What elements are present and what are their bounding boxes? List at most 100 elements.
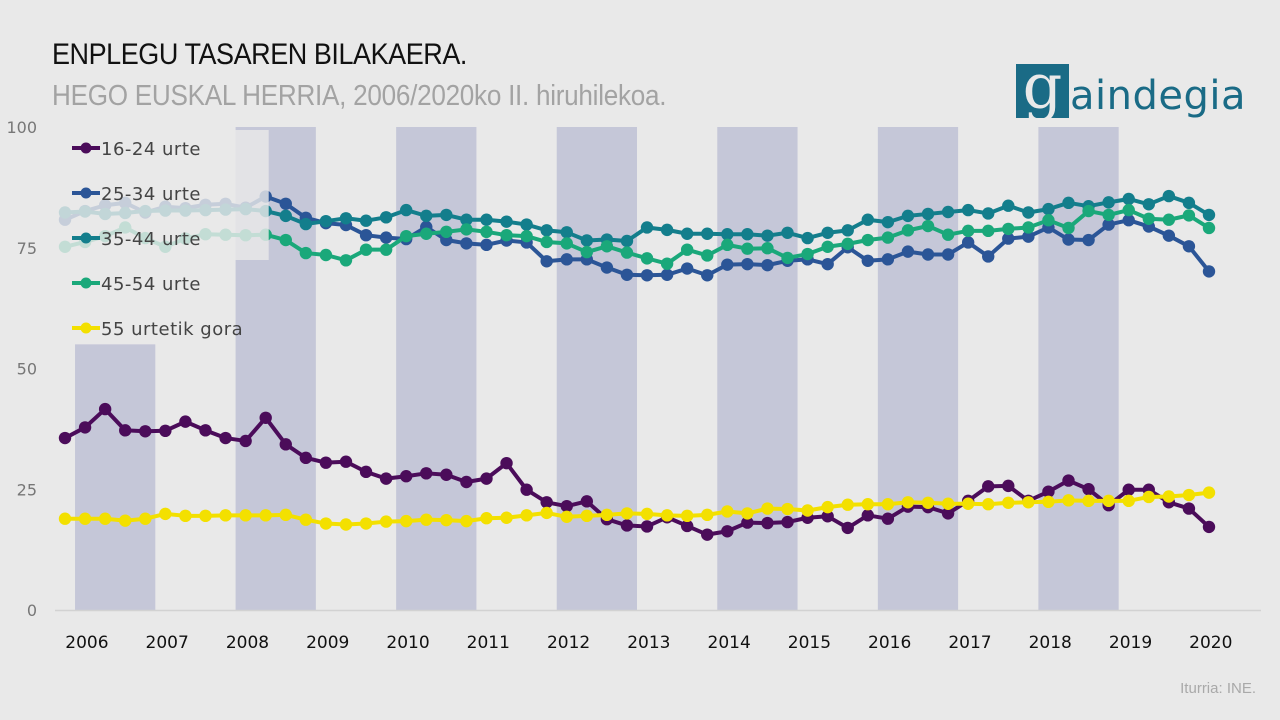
data-point <box>279 209 292 223</box>
data-point <box>1002 479 1015 493</box>
data-point <box>620 268 634 281</box>
data-point <box>379 515 393 528</box>
data-point <box>660 223 674 237</box>
data-point <box>1022 496 1035 509</box>
data-point <box>1062 196 1075 210</box>
legend-label: 25-34 urte <box>101 184 201 205</box>
data-point <box>159 507 172 521</box>
data-point <box>379 472 393 485</box>
x-tick-label: 2007 <box>146 633 189 653</box>
data-point <box>640 252 654 265</box>
data-point <box>761 516 774 530</box>
data-point <box>139 512 152 525</box>
legend-swatch-marker <box>80 187 92 199</box>
legend-label: 35-44 urte <box>101 229 201 250</box>
data-point <box>1042 202 1055 216</box>
data-point <box>1102 196 1115 209</box>
data-point <box>540 235 553 249</box>
data-point <box>600 508 614 522</box>
data-point <box>861 254 874 267</box>
data-point <box>1062 221 1075 235</box>
data-point <box>841 237 854 251</box>
data-point <box>1182 502 1196 515</box>
series-55-urtetik-gora <box>58 486 1216 531</box>
data-point <box>259 411 272 424</box>
data-point <box>500 228 513 242</box>
data-point <box>420 513 433 526</box>
data-point <box>520 483 533 496</box>
logo-initial: g <box>1016 64 1069 118</box>
legend-item: 45-54 urte <box>72 274 200 295</box>
data-point <box>359 517 373 530</box>
data-point <box>560 226 573 239</box>
data-point <box>480 472 493 485</box>
data-point <box>399 514 413 528</box>
data-point <box>139 425 152 438</box>
data-point <box>199 509 212 523</box>
data-point <box>1122 192 1135 206</box>
series-line <box>64 407 1211 537</box>
data-point <box>821 510 834 523</box>
data-point <box>1202 520 1216 534</box>
y-tick-label: 50 <box>17 360 37 379</box>
x-tick-label: 2017 <box>948 633 991 653</box>
data-point <box>841 498 854 511</box>
data-point <box>179 509 192 523</box>
x-tick-label: 2011 <box>467 633 510 653</box>
y-axis: 0 25 50 75 100 <box>6 118 37 620</box>
data-point <box>359 228 373 242</box>
data-point <box>741 516 754 529</box>
chart-subtitle: HEGO EUSKAL HERRIA, 2006/2020ko II. hiru… <box>52 80 667 112</box>
legend-swatch-marker <box>80 277 92 289</box>
x-tick-label: 2006 <box>65 633 108 653</box>
data-point <box>1142 490 1155 504</box>
data-point <box>119 424 132 437</box>
data-point <box>881 231 895 244</box>
legend-item: 55 urtetik gora <box>72 319 243 340</box>
data-point <box>982 207 995 220</box>
data-point <box>339 455 353 468</box>
data-point <box>941 507 955 520</box>
data-point <box>1202 265 1216 278</box>
data-point <box>580 245 594 259</box>
data-point <box>259 509 272 522</box>
data-point <box>279 508 292 522</box>
year-bands <box>75 127 1119 610</box>
data-point <box>1082 483 1095 496</box>
data-point <box>961 497 975 510</box>
x-tick-label: 2008 <box>226 633 269 653</box>
data-point <box>440 513 453 527</box>
data-point <box>420 209 433 223</box>
gaindegia-logo: g aindegia <box>1016 56 1246 118</box>
data-point <box>560 499 573 513</box>
data-point <box>701 227 714 240</box>
data-point <box>319 214 333 228</box>
data-point <box>560 237 573 250</box>
data-point <box>219 431 232 445</box>
data-point <box>1162 213 1176 226</box>
shaded-band-2007 <box>75 344 156 610</box>
data-point <box>861 498 874 511</box>
data-point <box>881 512 895 525</box>
data-point <box>299 513 313 526</box>
data-point <box>781 226 794 239</box>
data-point <box>821 240 834 253</box>
data-point <box>861 233 874 247</box>
data-point <box>600 261 614 274</box>
data-point <box>460 514 473 528</box>
data-point <box>159 424 172 438</box>
data-point <box>781 502 794 516</box>
legend-label: 16-24 urte <box>101 139 201 160</box>
data-point <box>961 224 975 238</box>
data-point <box>680 262 694 275</box>
x-tick-label: 2013 <box>627 633 670 653</box>
data-point <box>761 258 774 272</box>
data-point <box>660 257 674 270</box>
data-point <box>761 502 774 515</box>
data-point <box>359 243 373 256</box>
data-point <box>761 242 774 255</box>
data-point <box>801 247 814 261</box>
data-point <box>58 512 72 525</box>
data-point <box>540 496 553 509</box>
